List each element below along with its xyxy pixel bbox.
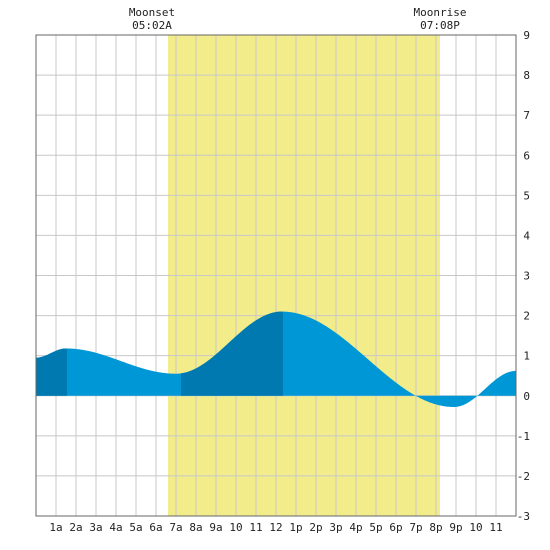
y-tick-label: 9 (523, 29, 530, 42)
y-tick-label: 1 (523, 350, 530, 363)
x-tick-label: 2a (69, 521, 82, 534)
y-tick-label: 4 (523, 229, 530, 242)
x-tick-label: 5p (369, 521, 382, 534)
x-tick-label: 10 (229, 521, 242, 534)
y-tick-label: 3 (523, 270, 530, 283)
y-tick-label: -1 (517, 430, 530, 443)
x-tick-label: 7a (169, 521, 182, 534)
x-tick-label: 12 (269, 521, 282, 534)
x-tick-label: 9a (209, 521, 222, 534)
x-tick-label: 1a (49, 521, 62, 534)
x-tick-label: 2p (309, 521, 322, 534)
y-tick-label: 0 (523, 390, 530, 403)
x-tick-label: 9p (449, 521, 462, 534)
y-tick-label: 5 (523, 189, 530, 202)
x-tick-label: 4p (349, 521, 362, 534)
moonset-time: 05:02A (132, 19, 172, 32)
x-tick-label: 11 (489, 521, 502, 534)
tide-area-dark-band (36, 348, 67, 396)
tide-area-dark-band (181, 311, 283, 396)
moonset-label: Moonset (129, 6, 175, 19)
x-tick-label: 3p (329, 521, 342, 534)
moonrise-label: Moonrise (414, 6, 467, 19)
x-tick-label: 11 (249, 521, 262, 534)
y-tick-label: 7 (523, 109, 530, 122)
x-tick-label: 8a (189, 521, 202, 534)
x-tick-label: 5a (129, 521, 142, 534)
x-tick-label: 8p (429, 521, 442, 534)
y-tick-label: 8 (523, 69, 530, 82)
plot-frame (35, 34, 517, 517)
x-tick-label: 6a (149, 521, 162, 534)
x-tick-label: 1p (289, 521, 302, 534)
y-tick-label: -3 (517, 510, 530, 523)
x-tick-label: 6p (389, 521, 402, 534)
x-tick-label: 7p (409, 521, 422, 534)
x-tick-label: 10 (469, 521, 482, 534)
x-tick-label: 4a (109, 521, 122, 534)
y-tick-label: 6 (523, 149, 530, 162)
y-tick-label: -2 (517, 470, 530, 483)
x-tick-label: 3a (89, 521, 102, 534)
y-tick-label: 2 (523, 310, 530, 323)
moonrise-time: 07:08P (420, 19, 460, 32)
